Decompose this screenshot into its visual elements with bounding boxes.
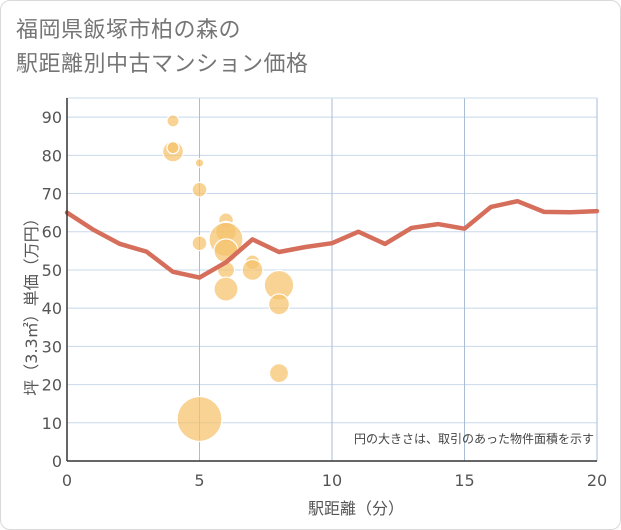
- y-tick-label: 50: [42, 261, 62, 280]
- y-tick-label: 10: [42, 414, 62, 433]
- bubble-point: [213, 238, 239, 264]
- y-tick-label: 0: [52, 452, 62, 471]
- x-tick-label: 0: [62, 471, 72, 490]
- chart-title: 福岡県飯塚市柏の森の 駅距離別中古マンション価格: [16, 14, 309, 82]
- bubble-point: [268, 293, 290, 316]
- y-tick-label: 80: [42, 146, 62, 165]
- bubble-point: [268, 363, 290, 384]
- size-legend-note: 円の大きさは、取引のあった物件面積を示す: [354, 431, 594, 446]
- bubble-point: [191, 181, 208, 198]
- x-tick-label: 20: [587, 471, 607, 490]
- axes: [66, 98, 597, 462]
- y-tick-label: 20: [42, 376, 62, 395]
- bubble-point: [166, 114, 180, 128]
- bubble-point: [191, 235, 208, 252]
- x-tick-label: 5: [194, 471, 204, 490]
- gridlines: [67, 97, 598, 461]
- bubble-point: [194, 158, 205, 168]
- x-tick-label: 15: [454, 471, 474, 490]
- bubble-layer: [162, 114, 295, 443]
- line-layer: [64, 198, 600, 280]
- y-axis-label: 坪（3.3㎡）単価（万円）: [22, 210, 41, 395]
- y-tick-label: 90: [42, 108, 62, 127]
- chart-title-line2: 駅距離別中古マンション価格: [16, 52, 309, 77]
- y-tick-label: 70: [42, 185, 62, 204]
- y-tick-label: 60: [42, 223, 62, 242]
- x-axis-label: 駅距離（分）: [308, 499, 404, 518]
- y-tick-label: 30: [42, 337, 62, 356]
- y-tick-label: 40: [42, 299, 62, 318]
- bubble-point: [241, 258, 264, 281]
- chart-title-line1: 福岡県飯塚市柏の森の: [16, 18, 242, 43]
- tick-labels: 0 10 20 30 40 50 60 70 80 90 0 5 10 15 20: [42, 108, 608, 490]
- series-line: [64, 198, 600, 280]
- x-tick-label: 10: [322, 471, 342, 490]
- bubble-point: [176, 395, 223, 443]
- bubble-point: [213, 276, 239, 302]
- bubble-point: [166, 141, 180, 155]
